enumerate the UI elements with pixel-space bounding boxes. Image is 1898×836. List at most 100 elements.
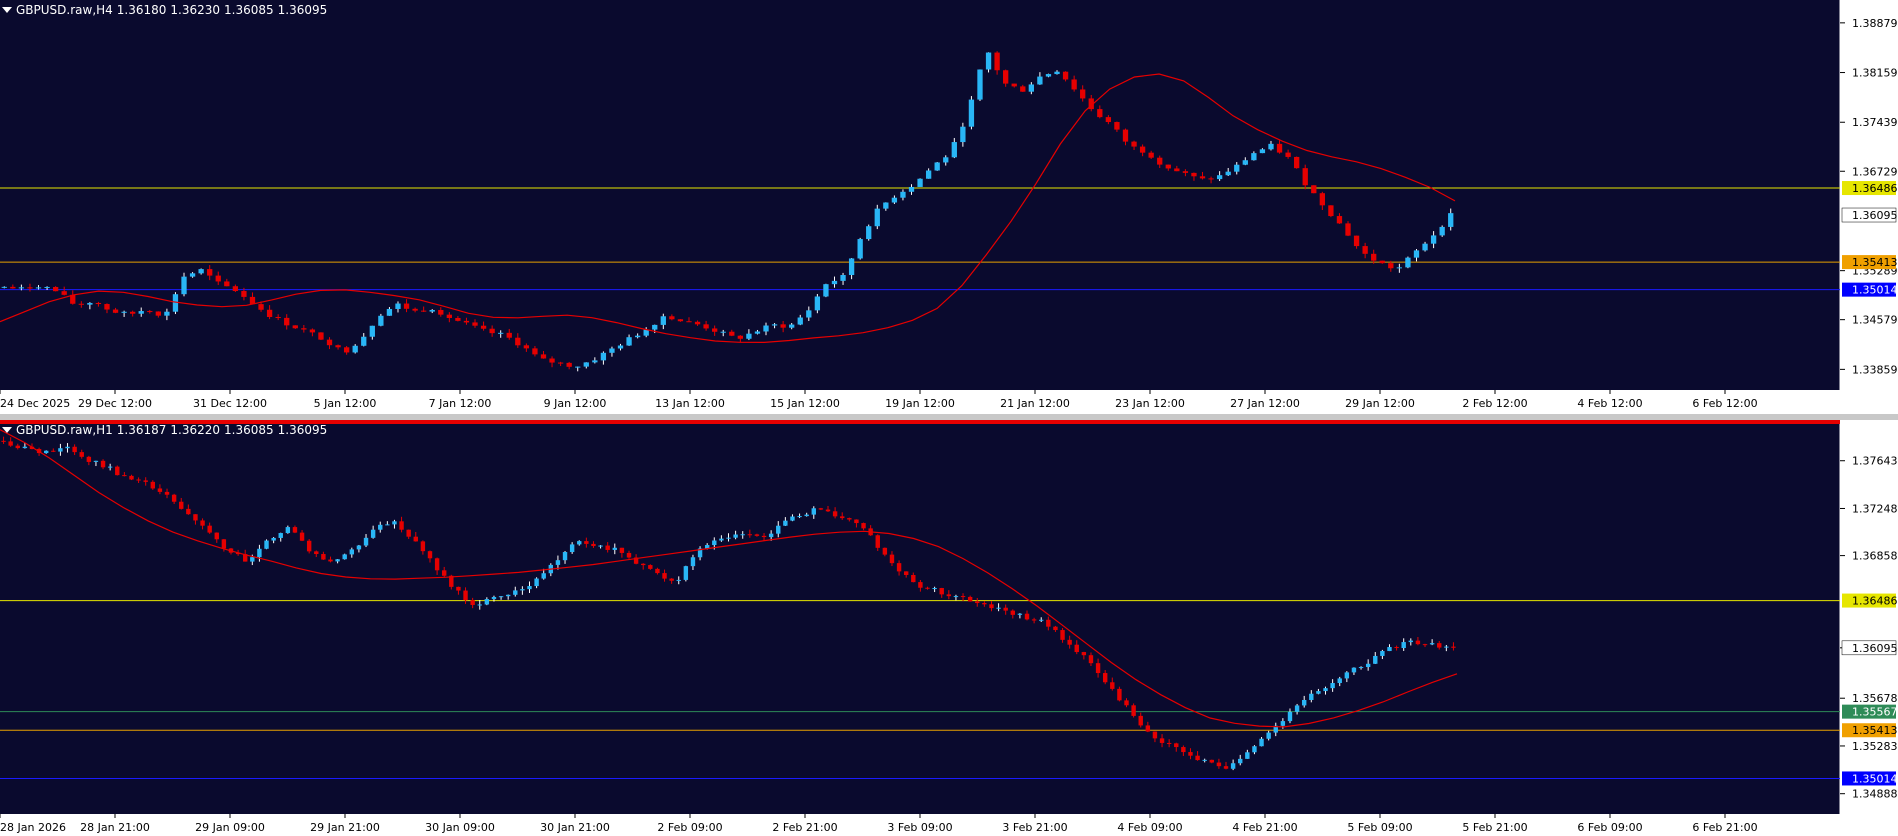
candle-body [1252,746,1257,753]
collapse-triangle-icon[interactable] [2,427,12,433]
candle-body [221,539,227,549]
candle-body [1097,109,1103,118]
candle-body [790,516,795,521]
candle-body [643,329,649,336]
candle-body [1202,759,1207,761]
candle-body [1371,253,1377,261]
h1-chart-canvas[interactable]: 1.37643 1.37248 1.36858 1.36095 1.35678 1.352… [0,420,1898,836]
candle-body [733,534,738,538]
h4-chart-canvas[interactable]: 1.388791.381591.374391.367291.352891.345… [0,0,1898,414]
candle-body [960,596,966,598]
candle-body [703,324,709,329]
price-tick-label: 1.34579 [1852,314,1898,327]
h1-chart-panel[interactable]: 1.37643 1.37248 1.36858 1.36095 1.35678 1.352… [0,420,1898,836]
candle-body [520,589,525,591]
time-tick-label: 4 Feb 12:00 [1577,397,1642,410]
price-level-tag [1842,255,1896,270]
candle-body [1088,98,1094,110]
candle-body [321,554,326,560]
collapse-triangle-icon[interactable] [2,7,12,13]
candle-body [771,324,778,326]
candle-body [1037,76,1043,85]
candle-body [1242,160,1248,165]
candle-body [399,521,404,530]
candle-body [505,594,511,597]
candle-body [403,303,410,309]
candle-body [1225,171,1231,176]
panel-splitter[interactable] [0,414,1898,420]
candle-body [130,311,136,314]
candle-body [566,362,572,367]
candle-body [72,446,77,453]
time-tick-label: 4 Feb 21:00 [1232,821,1297,834]
candle-body [61,291,67,295]
candle-body [1054,71,1060,75]
candle-body [1102,673,1108,683]
candle-body [896,563,902,572]
candle-body [1302,168,1308,186]
candle-body [456,586,461,591]
candle-body [1074,644,1079,653]
candle-body [121,311,127,313]
candle-body [112,309,119,313]
candle-body [763,325,769,332]
candle-body [676,579,681,581]
candle-body [369,325,375,337]
candle-body [1273,725,1278,733]
time-tick-label: 3 Feb 21:00 [1002,821,1067,834]
candle-body [455,317,461,321]
candle-body [761,535,767,538]
price-tick-label: 1.36858 [1852,550,1898,563]
candle-body [214,532,219,540]
h4-chart-panel[interactable]: 1.38879 1.38159 1.37439 1.36729 1.35289 1.345… [0,0,1898,414]
candle-body [232,286,239,292]
candle-body [891,197,898,203]
candle-body [1380,651,1385,656]
candle-body [712,540,717,546]
time-tick-label: 31 Dec 12:00 [193,397,267,410]
candle-body [1124,700,1129,706]
candle-body [1181,747,1186,753]
candle-body [421,310,427,312]
candle-body [882,547,888,555]
candle-body [1081,652,1087,656]
price-tick-label: 1.34888 [1852,788,1898,801]
h4-ohlc-close: 1.36095 [277,3,328,17]
candle-body [925,170,932,179]
candle-body [996,607,1001,609]
time-tick-label: 5 Jan 12:00 [314,397,377,410]
candle-body [271,537,276,541]
price-axis [1840,420,1898,836]
candle-body [193,514,198,521]
candle-body [633,557,639,564]
candle-body [1351,667,1357,673]
price-level-label: 1.35567 [1852,706,1898,719]
candle-body [1071,79,1077,90]
candle-body [694,321,701,325]
candle-body [875,535,880,548]
candle-body [513,590,518,595]
candle-body [903,571,909,575]
candle-body [1388,263,1394,269]
candle-body [1199,176,1206,179]
candle-body [1437,643,1442,648]
candle-body [1387,647,1392,652]
price-level-tag [1842,771,1896,786]
candle-body [299,532,305,541]
candle-body [557,362,564,364]
candle-body [953,596,959,598]
time-tick-label: 24 Dec 2025 [0,397,70,410]
candle-body [908,186,915,192]
price-tick-label: 1.35283 [1852,740,1898,753]
candle-body [463,590,468,601]
candle-body [932,588,937,590]
candle-body [44,287,50,289]
candle-body [438,310,444,315]
candle-body [250,557,255,562]
candle-body [1413,250,1420,258]
candle-body [58,448,63,452]
candle-body [171,494,177,502]
candle-body [797,317,803,325]
candle-body [1373,655,1378,664]
candle-body [491,596,497,600]
